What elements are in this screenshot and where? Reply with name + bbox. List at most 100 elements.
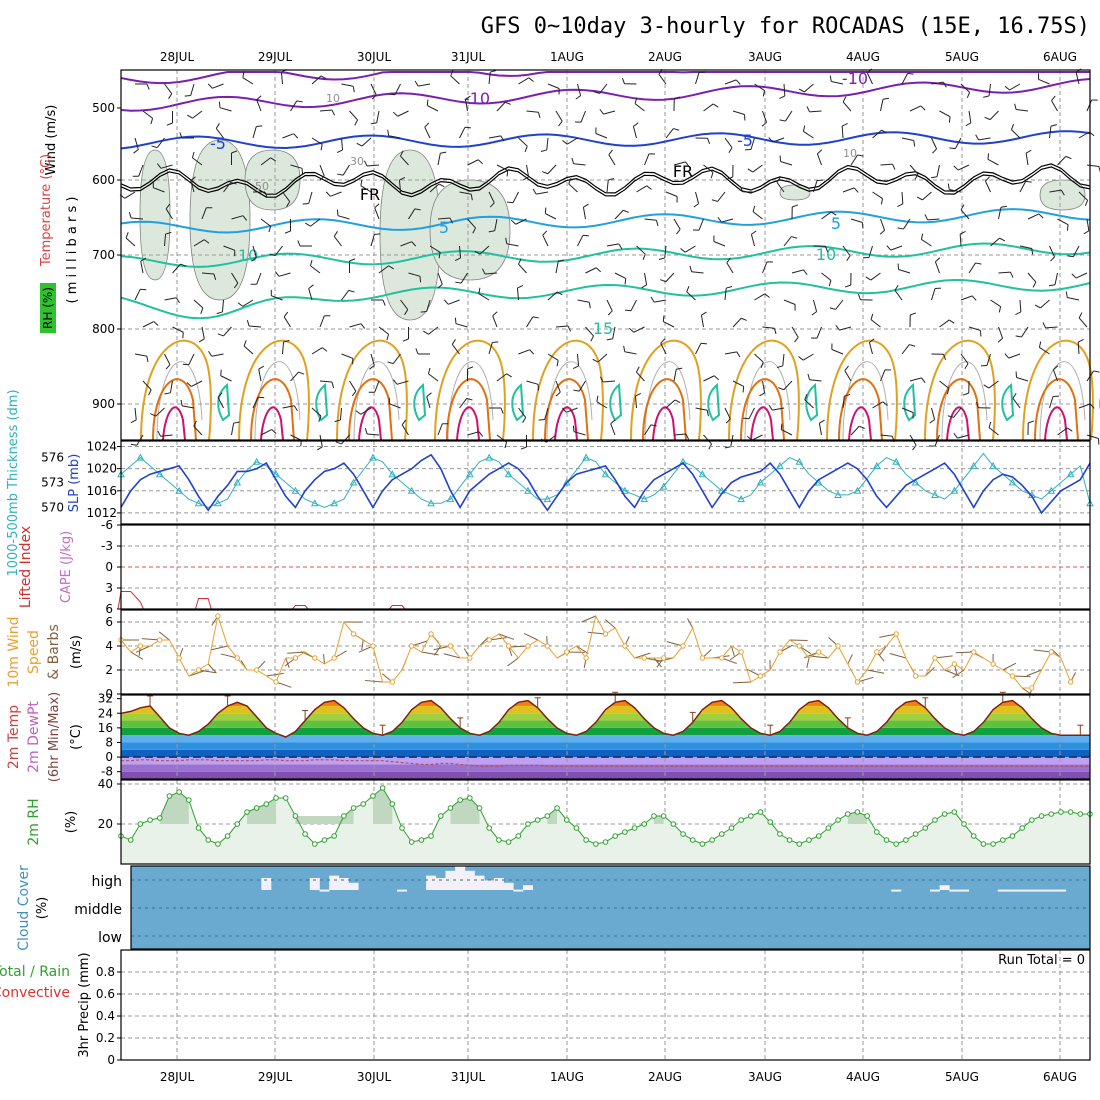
wind-barb (523, 632, 538, 641)
wind-barb (518, 77, 530, 85)
wind-barb (1051, 100, 1058, 112)
pressure-axis-label: ( m i l l i b a r s ) (65, 197, 80, 304)
wind-barb (1086, 99, 1093, 112)
wind-barb (249, 325, 262, 328)
wind-speed-point (467, 655, 473, 661)
wind-barb (437, 423, 443, 436)
warm-contour (1034, 378, 1079, 441)
wind-barb (400, 150, 404, 157)
y-tick-label: 700 (92, 248, 115, 262)
wind-barb (948, 116, 951, 123)
wind-barb (804, 399, 814, 409)
wind-barb (857, 676, 874, 683)
rh2m-point (437, 813, 444, 819)
wind-barb (730, 645, 735, 657)
wind-barb (1084, 200, 1089, 207)
wind-barb (450, 70, 454, 77)
wind-barb (858, 425, 865, 429)
wind-barb (726, 176, 733, 180)
wind-barb (283, 311, 289, 318)
wind-speed-point (331, 655, 337, 661)
wind-barb (990, 299, 1001, 307)
wind-barb (318, 415, 322, 422)
wind-barb (674, 96, 681, 100)
wind-barb (156, 137, 165, 148)
thickness-point (1066, 470, 1075, 478)
wind-barb (762, 380, 766, 393)
thickness-point (272, 470, 280, 478)
wind-barb (438, 183, 445, 188)
wind-barb (467, 366, 474, 370)
rh2m-point (903, 837, 909, 843)
wind-speed-point (680, 643, 686, 649)
date-label-top: 5AUG (945, 50, 979, 64)
wind-barb (802, 353, 814, 361)
wind-barb (316, 446, 323, 451)
cloud-level-label: middle (74, 902, 122, 918)
wind-barb (433, 645, 451, 651)
hot-contour (456, 406, 480, 441)
thickness-point (465, 470, 474, 478)
warm-contour (532, 339, 604, 441)
thickness-point (175, 486, 183, 494)
wind-barb (1015, 335, 1022, 338)
wind-barb (500, 407, 504, 414)
wind-barb (165, 364, 171, 370)
wind-barb (207, 83, 213, 89)
wind-barb (897, 203, 904, 207)
wind-barb (712, 103, 719, 108)
wind-barb (348, 289, 355, 293)
wind-barb (752, 211, 763, 220)
wind-barb (467, 159, 479, 166)
wind-barb (901, 344, 910, 355)
cloud-panel: high middle low Cloud Cover (%) (16, 865, 1091, 951)
wind-barb (200, 307, 204, 314)
y-tick-label: 32 (98, 692, 113, 706)
wind-barb (660, 338, 666, 344)
wind-barb (957, 164, 970, 171)
rh2m-point (176, 789, 182, 795)
wind-barb (870, 313, 874, 320)
wind-barb (133, 149, 139, 154)
wind-barb (341, 83, 354, 87)
wind-barb (1078, 317, 1088, 328)
wind-barb (319, 164, 325, 177)
wind-barb (323, 653, 325, 665)
wind-barb (290, 434, 302, 441)
rh2m-point (1019, 825, 1025, 831)
wind-barb (426, 396, 431, 409)
wind-barb (819, 419, 825, 424)
wind-barb (220, 375, 232, 382)
wind-barb (630, 299, 637, 311)
wind-barb (223, 245, 235, 251)
thickness-point (214, 499, 222, 507)
temp-band (121, 742, 1090, 750)
rh2m-point (273, 795, 279, 801)
wind-barb (402, 338, 409, 342)
wind-barb (607, 310, 613, 316)
wind-barb (260, 218, 271, 227)
warm-contour (805, 382, 819, 422)
wind-barb (939, 110, 951, 118)
contour-label: 10 (326, 92, 340, 105)
warm-contour (728, 339, 800, 441)
temp-band (121, 757, 1090, 765)
rh-shaded-area (1039, 179, 1086, 211)
contour-label: FR (673, 162, 693, 181)
thickness-point (601, 470, 610, 478)
date-label-bottom: 3AUG (748, 1070, 782, 1084)
wind-barb (330, 191, 342, 197)
wind-barb (394, 83, 401, 95)
wind-barb (636, 366, 640, 373)
wind-barb (1057, 156, 1067, 166)
wind-barb (686, 291, 696, 301)
thickness-point (1047, 486, 1056, 494)
wind-speed-point (1048, 649, 1054, 655)
wind-barb (924, 667, 935, 677)
wind-barb (804, 83, 814, 93)
wind-barb (1078, 191, 1088, 201)
high-cloud-bar (513, 889, 524, 892)
y-tick-label: -3 (101, 539, 113, 553)
wind-barb (831, 349, 844, 355)
wind-barb (378, 326, 389, 335)
